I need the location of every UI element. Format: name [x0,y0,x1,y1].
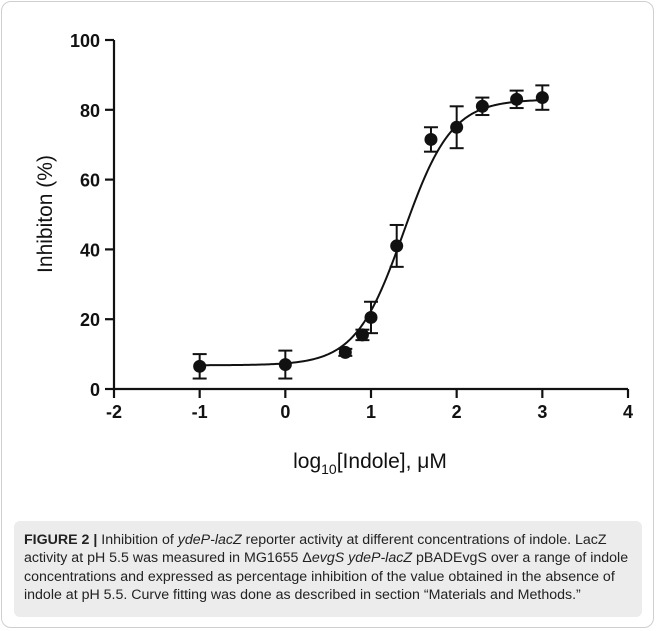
y-tick-label: 60 [80,171,100,191]
x-tick-label: 3 [537,402,547,422]
caption-text-3: pBADEvgS over a range of indole concentr… [24,550,629,604]
chart-axes [105,38,630,398]
data-point [450,120,464,134]
data-point [390,239,404,253]
caption-gene-1: ydeP-lacZ [177,532,242,548]
caption-text-2: reporter activity at different concentra… [24,532,607,567]
chart: 0 20 40 60 80 100 -2 -1 0 1 2 3 4 Inhibiton (%) log1… [34,31,633,477]
y-tick-label: 100 [70,31,100,51]
x-tick-label: 0 [280,402,290,422]
x-axis-label-subscript: 10 [321,461,337,477]
error-bars [192,84,550,380]
y-axis-label: Inhibiton (%) [34,155,57,273]
tick-labels: 0 20 40 60 80 100 -2 -1 0 1 2 3 4 [70,31,633,422]
y-tick-label: 80 [80,101,100,121]
data-points [193,91,549,373]
data-point [510,92,524,106]
y-tick-label: 0 [90,380,100,400]
caption-text-1: Inhibition of [97,532,178,548]
caption-gene-2: evgS ydeP-lacZ [311,550,412,567]
x-tick-label: 2 [452,402,462,422]
x-axis-label: log10[Indole], μM [293,450,447,477]
y-tick-label: 20 [80,310,100,330]
y-tick-label: 40 [80,240,100,260]
data-point [193,359,207,373]
caption-box [14,521,642,617]
x-tick-label: 4 [623,402,633,422]
data-point [475,99,489,113]
data-point [535,91,549,105]
x-tick-label: -1 [192,402,208,422]
figure-caption: FIGURE 2 | Inhibition of ydeP-lacZ repor… [24,531,636,605]
data-point [278,358,292,372]
data-point [424,132,438,146]
data-point [355,328,369,342]
data-point [364,310,378,324]
x-axis-label-rest: [Indole], μM [337,450,447,473]
x-tick-label: 1 [366,402,376,422]
x-axis-label-log: log [293,450,321,473]
data-point [338,345,352,359]
x-tick-label: -2 [106,402,122,422]
figure-label: FIGURE 2 | [24,532,98,548]
